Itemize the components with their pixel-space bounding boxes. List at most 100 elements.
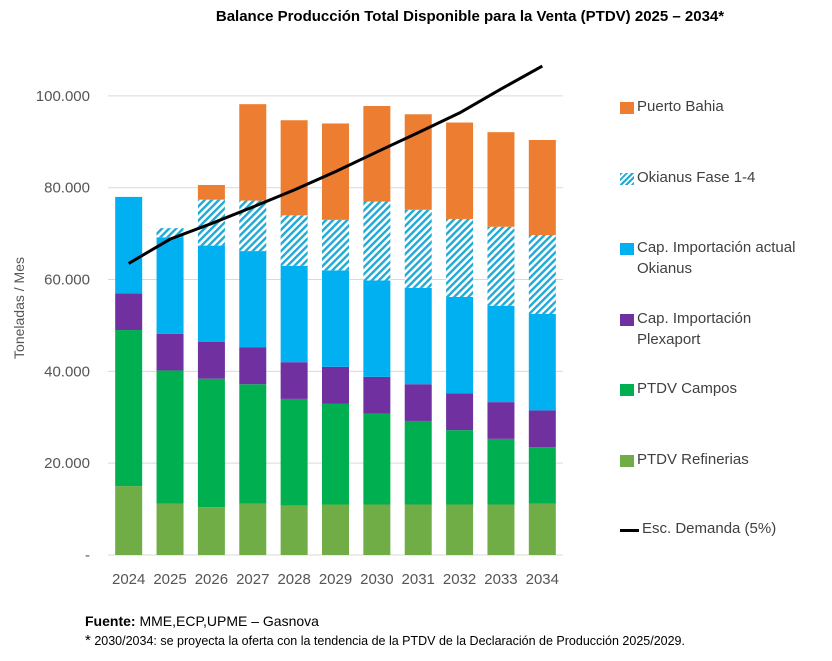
bar-segment-ptdv-refinerias [528, 503, 556, 555]
bar-segment-ptdv-campos [487, 438, 515, 505]
bar-segment-cap-importaci-n-actual-okianus [487, 305, 515, 403]
legend-label-line-1: Cap. Importación [637, 310, 752, 327]
bar-segment-ptdv-refinerias [446, 504, 474, 555]
bar-segment-ptdv-campos [528, 447, 556, 504]
legend-swatch-puerto-bahia [620, 102, 634, 114]
bar-segment-puerto-bahia [280, 120, 308, 216]
x-tick-label: 2029 [319, 571, 352, 588]
bar-segment-ptdv-refinerias [239, 503, 267, 555]
bar-segment-cap-importaci-n-actual-okianus [446, 296, 474, 394]
bar-segment-cap-importaci-n-actual-okianus [197, 245, 225, 342]
bar-segment-ptdv-campos [446, 430, 474, 505]
bar-segment-okianus-fase-1-4 [363, 201, 391, 281]
bar-segment-puerto-bahia [404, 114, 432, 210]
bar-segment-cap-importaci-n-plexaport [446, 393, 474, 431]
bar-segment-ptdv-campos [156, 370, 184, 504]
legend-label: Puerto Bahia [637, 98, 724, 115]
y-tick-label: 100.000 [36, 88, 90, 105]
bar-segment-puerto-bahia [528, 139, 556, 236]
x-tick-label: 2027 [236, 571, 269, 588]
legend-swatch-ptdv-refinerias [620, 455, 634, 467]
bar-segment-ptdv-campos [322, 403, 349, 505]
legend-label: Esc. Demanda (5%) [642, 520, 777, 537]
bar-segment-cap-importaci-n-actual-okianus [404, 287, 432, 385]
legend-item-okianus-actual: Cap. Importación actual Okianus [620, 237, 832, 279]
bar-segment-cap-importaci-n-plexaport [404, 384, 432, 421]
bar-segment-ptdv-campos [280, 398, 308, 506]
legend-swatch-okianus-fase [620, 173, 634, 185]
legend-label: Okianus Fase 1-4 [637, 169, 756, 186]
y-tick-label: 60.000 [44, 272, 90, 289]
footnote-text: 2030/2034: se proyecta la oferta con la … [90, 634, 685, 648]
bar-segment-ptdv-campos [239, 384, 267, 504]
bar-segment-cap-importaci-n-plexaport [115, 293, 143, 331]
bar-segment-okianus-fase-1-4 [404, 209, 432, 288]
bar-segment-cap-importaci-n-plexaport [487, 402, 515, 439]
bar-segment-ptdv-campos [363, 413, 391, 505]
bar-segment-cap-importaci-n-plexaport [528, 410, 556, 448]
bar-segment-okianus-fase-1-4 [280, 215, 308, 266]
bar-segment-cap-importaci-n-actual-okianus [363, 280, 391, 377]
legend-label: Cap. Importación actual Okianus [637, 237, 795, 279]
legend-swatch-ptdv-campos [620, 384, 634, 396]
bar-segment-puerto-bahia [487, 132, 515, 227]
demand-line-layer [127, 64, 544, 265]
bar-segment-cap-importaci-n-plexaport [197, 341, 225, 379]
y-tick-label: 20.000 [44, 455, 90, 472]
legend-label: PTDV Refinerias [637, 451, 749, 468]
bar-segment-ptdv-refinerias [322, 504, 349, 555]
bar-segment-puerto-bahia [446, 122, 474, 219]
legend-label: Cap. Importación Plexaport [637, 308, 751, 350]
x-tick-label: 2026 [195, 571, 228, 588]
bar-segment-cap-importaci-n-actual-okianus [156, 237, 184, 334]
legend-swatch-okianus-actual [620, 243, 634, 255]
bar-segment-ptdv-refinerias [115, 486, 143, 555]
legend-item-ptdv-campos: PTDV Campos [620, 378, 832, 399]
bar-segment-okianus-fase-1-4 [322, 219, 349, 271]
legend-item-plexaport: Cap. Importación Plexaport [620, 308, 832, 350]
x-tick-label: 2032 [443, 571, 476, 588]
bar-segment-puerto-bahia [197, 184, 225, 200]
legend-item-demanda: Esc. Demanda (5%) [620, 518, 832, 539]
footnote-star: * [85, 632, 91, 649]
legend-label: PTDV Campos [637, 380, 738, 397]
legend-item-okianus-fase: Okianus Fase 1-4 [620, 167, 832, 188]
source-line: Fuente: MME,ECP,UPME – Gasnova [85, 611, 685, 631]
x-tick-label: 2034 [526, 571, 559, 588]
bars [115, 104, 556, 555]
bar-segment-puerto-bahia [363, 106, 391, 202]
bar-segment-ptdv-refinerias [197, 507, 225, 555]
legend-label-line-2: Plexaport [637, 331, 701, 348]
bar-segment-ptdv-refinerias [156, 503, 184, 555]
bar-segment-cap-importaci-n-actual-okianus [528, 313, 556, 411]
demand-line [127, 64, 544, 265]
bar-segment-cap-importaci-n-plexaport [156, 333, 184, 371]
y-tick-label: - [85, 547, 90, 564]
chart-footer: Fuente: MME,ECP,UPME – Gasnova * 2030/20… [85, 611, 685, 651]
source-label: Fuente: [85, 613, 136, 629]
y-tick-label: 80.000 [44, 180, 90, 197]
bar-segment-ptdv-refinerias [487, 504, 515, 555]
bar-segment-ptdv-campos [197, 378, 225, 508]
source-text: MME,ECP,UPME – Gasnova [135, 613, 319, 629]
bar-segment-ptdv-refinerias [404, 504, 432, 555]
x-tick-label: 2031 [402, 571, 435, 588]
legend-label-line-2: Okianus [637, 260, 693, 277]
bar-segment-ptdv-campos [115, 330, 143, 487]
legend-label-line-1: Cap. Importación actual [637, 239, 796, 256]
bar-segment-ptdv-refinerias [280, 505, 308, 555]
y-axis-ticks: - 20.000 40.000 60.000 80.000 100.000 [36, 88, 90, 564]
bar-segment-okianus-fase-1-4 [487, 226, 515, 306]
y-tick-label: 40.000 [44, 363, 90, 380]
x-tick-label: 2025 [153, 571, 186, 588]
bar-segment-cap-importaci-n-actual-okianus [239, 251, 267, 348]
bar-segment-okianus-fase-1-4 [528, 235, 556, 314]
bar-segment-ptdv-campos [404, 420, 432, 505]
bar-segment-cap-importaci-n-plexaport [280, 362, 308, 399]
bar-segment-cap-importaci-n-plexaport [363, 376, 391, 414]
chart-title: Balance Producción Total Disponible para… [215, 8, 725, 25]
bar-segment-cap-importaci-n-plexaport [322, 366, 349, 404]
legend-item-puerto-bahia: Puerto Bahia [620, 96, 832, 117]
bar-segment-cap-importaci-n-plexaport [239, 347, 267, 385]
